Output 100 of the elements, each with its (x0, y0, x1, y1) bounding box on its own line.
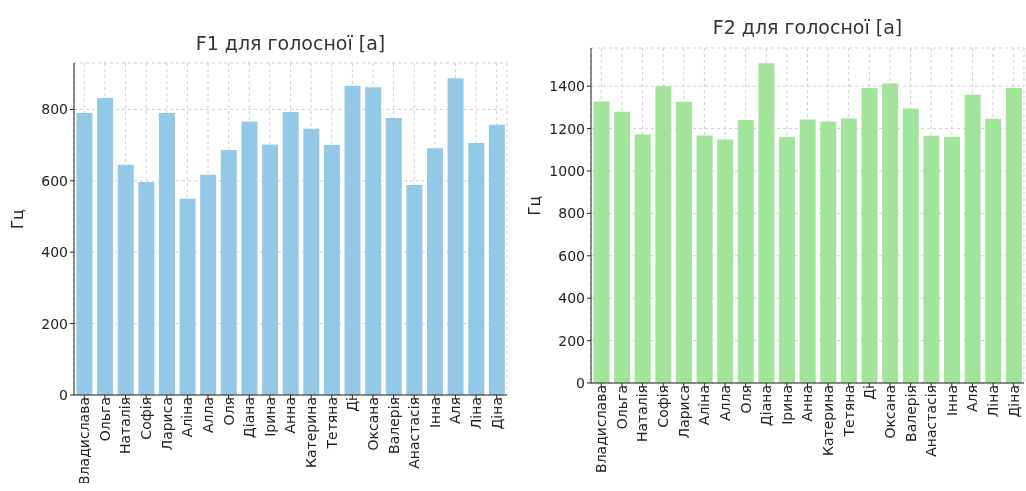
y-tick-label: 800 (558, 205, 585, 222)
bar (468, 142, 485, 395)
bar (758, 63, 775, 383)
bar (220, 150, 237, 395)
x-tick-label: Діана (758, 385, 775, 427)
x-tick-label: Оля (220, 397, 237, 426)
x-tick-label: Наталія (634, 385, 651, 443)
y-tick-label: 1400 (549, 78, 585, 95)
x-tick-label: Ольга (613, 385, 630, 430)
bar (696, 135, 713, 383)
bar (344, 85, 361, 395)
x-tick-label: Оля (737, 385, 754, 414)
x-tick-label: Катерина (303, 397, 320, 469)
x-tick-label: Алла (199, 397, 216, 434)
x-tick-label: Лариса (158, 397, 175, 451)
x-tick-label: Наталія (117, 397, 134, 455)
bar (303, 128, 320, 395)
y-tick-label: 0 (59, 386, 68, 403)
x-tick-label: Лариса (675, 385, 692, 439)
bar (882, 83, 899, 383)
y-tick-label: 800 (41, 101, 68, 118)
bar (779, 136, 796, 383)
bar (323, 145, 340, 395)
x-tick-label: Владислава (593, 385, 610, 473)
x-tick-label: Софія (655, 385, 672, 428)
bar (262, 144, 279, 395)
bar (117, 164, 134, 395)
y-tick-label: 600 (41, 172, 68, 189)
x-tick-label: Алла (716, 385, 733, 422)
bar (985, 118, 1002, 383)
bar (179, 198, 196, 395)
bar (634, 134, 651, 383)
bar (655, 86, 672, 383)
bar (1005, 88, 1022, 383)
x-tick-label: Діана (241, 397, 258, 439)
x-tick-label: Аля (447, 397, 464, 424)
x-tick-label: Анна (799, 385, 816, 422)
bar (158, 112, 175, 395)
x-tick-label: Інна (426, 397, 443, 429)
bar (427, 148, 443, 395)
x-tick-label: Ді (861, 385, 878, 400)
y-tick-label: 400 (41, 244, 68, 261)
x-tick-label: Ірина (778, 385, 795, 425)
x-tick-label: Діна (1005, 385, 1022, 418)
bar (820, 121, 837, 383)
bar (138, 181, 155, 395)
bar (737, 119, 754, 383)
y-axis-title: Гц (526, 196, 545, 216)
bar (614, 111, 631, 383)
x-tick-label: Ді (344, 397, 361, 412)
bar (717, 139, 734, 383)
bar (282, 111, 299, 395)
x-tick-label: Анастасія (923, 385, 940, 457)
y-tick-label: 200 (41, 315, 68, 332)
x-tick-label: Владислава (76, 397, 93, 485)
y-axis-title: Гц (9, 209, 28, 229)
bar (675, 101, 692, 383)
x-tick-label: Ірина (261, 397, 278, 437)
bar (200, 174, 217, 395)
bar (593, 101, 610, 383)
x-tick-label: Оксана (364, 397, 381, 451)
x-tick-label: Діна (488, 397, 505, 430)
bar (964, 94, 981, 383)
y-tick-label: 400 (558, 290, 585, 307)
x-tick-label: Ліна (985, 385, 1002, 418)
x-tick-label: Аля (964, 385, 981, 412)
x-tick-label: Валерія (385, 397, 402, 454)
bar (799, 119, 816, 383)
x-tick-label: Оксана (881, 385, 898, 439)
bar (861, 88, 878, 383)
x-tick-label: Ольга (96, 397, 113, 442)
x-tick-label: Анна (282, 397, 299, 434)
bar (840, 118, 857, 383)
x-tick-label: Аліна (179, 397, 196, 438)
bar (902, 108, 919, 383)
x-tick-label: Софія (138, 397, 155, 440)
x-tick-label: Інна (943, 385, 960, 417)
y-tick-label: 200 (558, 332, 585, 349)
bar (447, 78, 464, 395)
x-tick-label: Аліна (696, 385, 713, 426)
x-tick-label: Тетяна (840, 385, 857, 438)
y-tick-label: 0 (576, 374, 585, 391)
bar (923, 135, 940, 383)
y-tick-label: 600 (558, 247, 585, 264)
x-tick-label: Тетяна (323, 397, 340, 450)
bar (488, 124, 505, 395)
chart-title: F2 для голосної [а] (711, 16, 904, 38)
bar (406, 185, 423, 395)
bar (944, 136, 960, 383)
chart-title: F1 для голосної [а] (194, 32, 387, 54)
bar (97, 97, 114, 395)
x-tick-label: Ліна (468, 397, 485, 430)
y-tick-label: 1000 (549, 162, 585, 179)
x-tick-label: Анастасія (406, 397, 423, 469)
x-tick-label: Катерина (820, 385, 837, 457)
y-tick-label: 1200 (549, 120, 585, 137)
bar (365, 87, 382, 395)
bar (385, 117, 402, 395)
bar (76, 112, 93, 395)
x-tick-label: Валерія (902, 385, 919, 442)
